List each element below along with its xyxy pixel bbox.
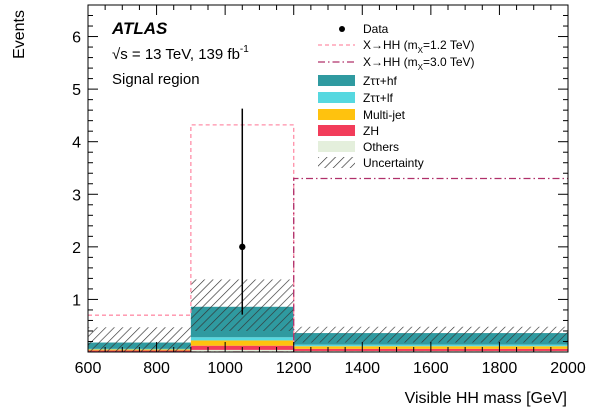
x-axis-label: Visible HH mass [GeV] bbox=[405, 390, 567, 407]
legend-uncertainty-swatch bbox=[318, 157, 355, 168]
atlas-label: ATLAS bbox=[111, 19, 168, 38]
legend-multijet-swatch bbox=[318, 109, 355, 120]
legend-signal-12-text: X→HH (m bbox=[363, 38, 418, 52]
y-tick-label-3: 3 bbox=[72, 187, 81, 204]
y-tick-label-1: 1 bbox=[72, 292, 81, 309]
x-tick-label-2000: 2000 bbox=[550, 360, 586, 377]
x-tick-label-800: 800 bbox=[143, 360, 170, 377]
signal-line-1 bbox=[88, 177, 568, 352]
legend-ztt-lf-swatch bbox=[318, 92, 355, 103]
y-tick-label-4: 4 bbox=[72, 135, 81, 152]
x-tick-label-600: 600 bbox=[75, 360, 102, 377]
legend-others-label: Others bbox=[363, 140, 399, 154]
legend-signal-12-tail: =1.2 TeV) bbox=[423, 38, 474, 52]
data-point-0 bbox=[239, 243, 246, 251]
legend-signal-30-label: X→HH (mX=3.0 TeV) bbox=[363, 55, 475, 72]
legend-data-label: Data bbox=[363, 22, 389, 36]
legend-data-marker bbox=[339, 26, 345, 32]
legend-ztt-hf-swatch bbox=[318, 75, 355, 86]
x-tick-label-1400: 1400 bbox=[344, 360, 380, 377]
x-tick-label-1200: 1200 bbox=[276, 360, 312, 377]
tick-layer: 600 800 1000 1200 1400 1600 1800 2000 1 2 3 4 5 6 bbox=[72, 4, 586, 377]
legend-zh-swatch bbox=[318, 125, 355, 136]
legend-signal-30-text: X→HH (m bbox=[363, 55, 418, 69]
y-tick-label-5: 5 bbox=[72, 82, 81, 99]
energy-lumi-text: √s = 13 TeV, 139 fb bbox=[112, 46, 240, 63]
legend-others-swatch bbox=[318, 141, 355, 152]
legend-ztt-hf-label: Zττ+hf bbox=[363, 74, 397, 88]
legend-signal-12-label: X→HH (mX=1.2 TeV) bbox=[363, 38, 475, 55]
y-tick-label-2: 2 bbox=[72, 240, 81, 257]
energy-lumi-superscript: -1 bbox=[240, 44, 249, 55]
energy-lumi-label: √s = 13 TeV, 139 fb-1 bbox=[112, 44, 249, 63]
legend-signal-12-sub: X bbox=[418, 46, 424, 55]
legend-signal-30-sub: X bbox=[418, 63, 424, 72]
legend: Data X→HH (mX=1.2 TeV) X→HH (mX=3.0 TeV)… bbox=[318, 22, 475, 170]
bar-z-lf-bin-1 bbox=[190, 337, 294, 341]
legend-multijet-label: Multi-jet bbox=[363, 108, 406, 122]
y-tick-label-6: 6 bbox=[72, 30, 81, 47]
y-axis-label: Events bbox=[11, 10, 28, 59]
uncertainty-band-bin-2 bbox=[293, 326, 568, 343]
bar-multi-jet-bin-1 bbox=[190, 340, 294, 346]
legend-signal-30-tail: =3.0 TeV) bbox=[423, 55, 474, 69]
legend-uncertainty-label: Uncertainty bbox=[363, 156, 424, 170]
legend-ztt-lf-label: Zττ+lf bbox=[363, 91, 393, 105]
x-tick-label-1000: 1000 bbox=[207, 360, 243, 377]
x-tick-label-1600: 1600 bbox=[413, 360, 449, 377]
legend-zh-label: ZH bbox=[363, 124, 379, 138]
uncertainty-layer bbox=[88, 279, 568, 352]
x-tick-label-1800: 1800 bbox=[482, 360, 518, 377]
data-layer bbox=[239, 108, 246, 315]
region-label: Signal region bbox=[112, 71, 200, 88]
